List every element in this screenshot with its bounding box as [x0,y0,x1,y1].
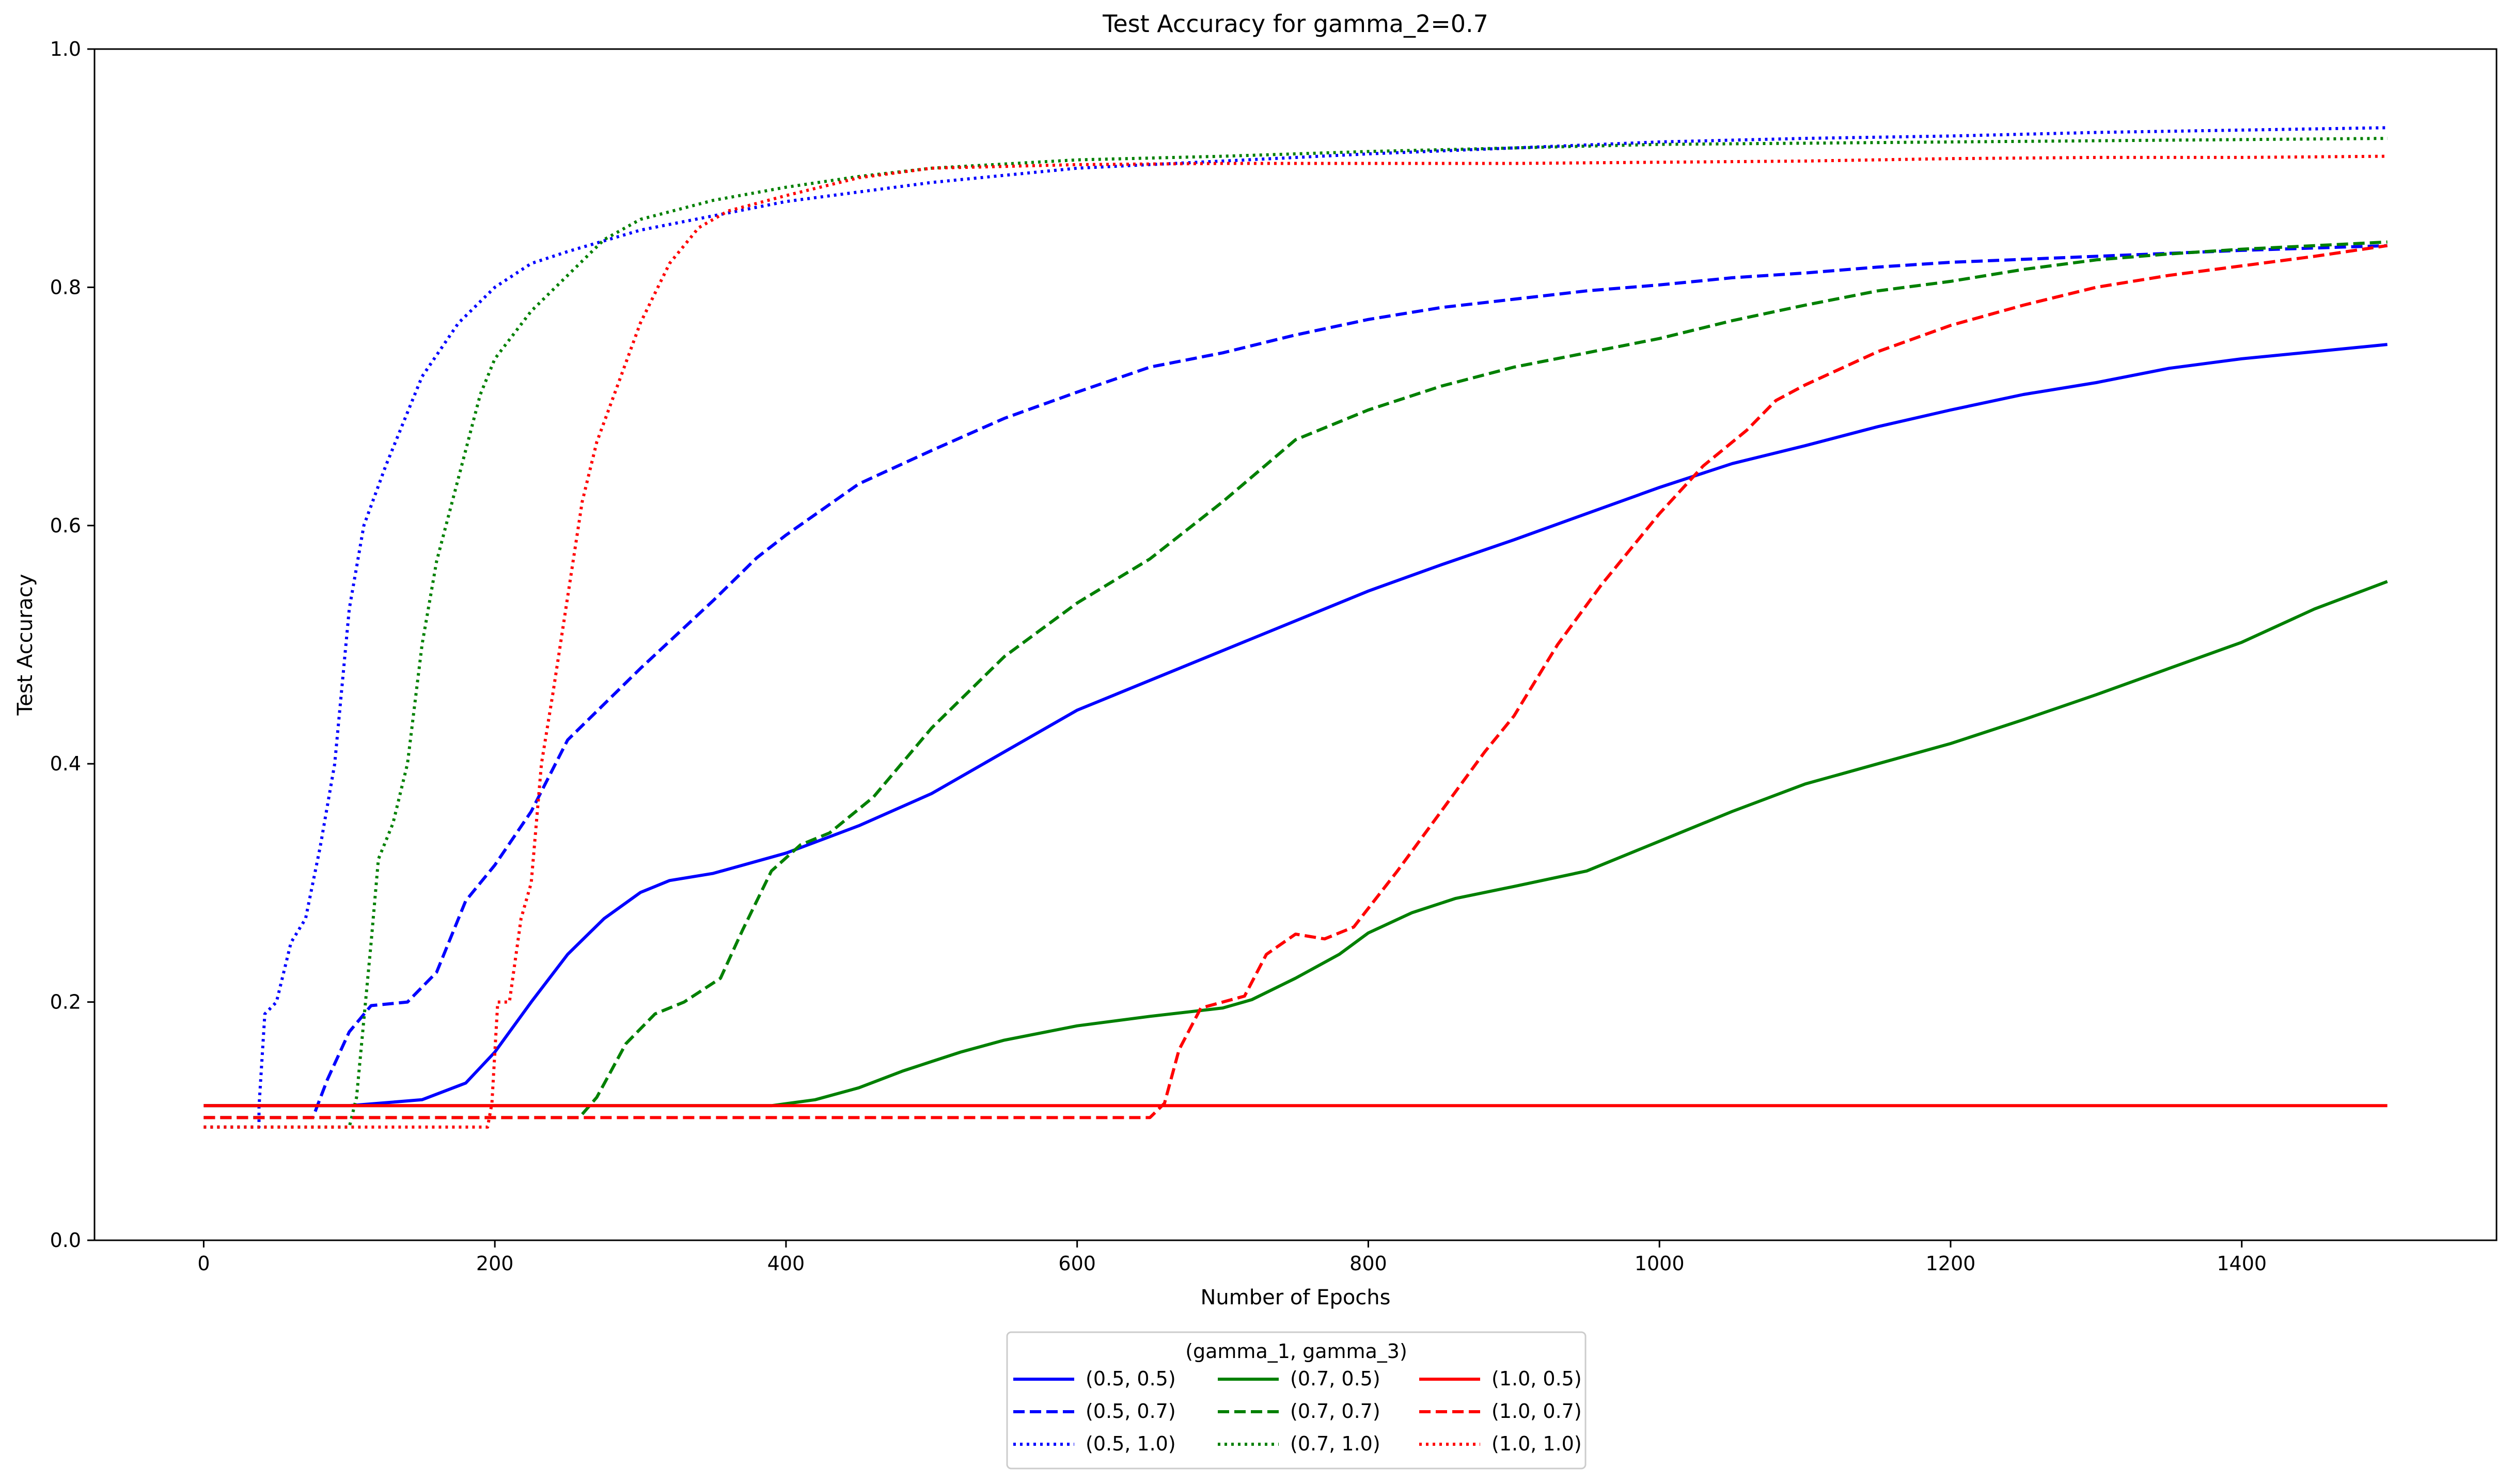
legend-label: (0.5, 0.5) [1086,1367,1176,1390]
y-tick-label: 0.4 [50,752,81,775]
series-line-9 [203,154,2388,1129]
x-tick-label: 400 [767,1252,805,1275]
legend-label: (1.0, 1.0) [1492,1432,1582,1455]
y-tick-label: 0.8 [50,276,81,298]
x-axis: 0 200 400 600 800 1000 1200 1400 [197,1240,2267,1275]
x-axis-label: Number of Epochs [1201,1286,1391,1309]
legend-label: (0.5, 0.7) [1086,1400,1176,1423]
x-tick-label: 1400 [2217,1252,2267,1275]
x-tick-label: 1200 [1926,1252,1976,1275]
x-tick-label: 1000 [1635,1252,1685,1275]
x-tick-label: 800 [1349,1252,1387,1275]
y-tick-label: 0.6 [50,514,81,537]
axes-frame [93,48,2498,1241]
legend-label: (0.7, 0.7) [1290,1400,1380,1423]
series-line-8 [203,244,2388,1119]
x-tick-label: 200 [476,1252,514,1275]
legend-label: (0.7, 0.5) [1290,1367,1380,1390]
legend-label: (0.7, 1.0) [1290,1432,1380,1455]
x-tick-label: 600 [1058,1252,1096,1275]
series-line-1 [203,343,2388,1108]
y-tick-label: 0.0 [50,1229,81,1252]
y-axis: 0.0 0.2 0.4 0.6 0.8 1.0 [50,38,95,1252]
legend: (gamma_1, gamma_3) (0.5, 0.5) (0.5, 0.7) (… [1006,1331,1587,1470]
series-line-2 [203,244,2388,1119]
y-axis-label: Test Accuracy [13,574,37,716]
chart-title: Test Accuracy for gamma_2=0.7 [1102,10,1488,38]
series-line-6 [203,137,2388,1129]
series-line-4 [203,580,2388,1108]
plot-area [93,48,2498,1241]
series-line-5 [203,240,2388,1119]
legend-box [1006,1331,1587,1470]
y-tick-label: 0.2 [50,991,81,1014]
y-tick-label: 1.0 [50,38,81,60]
legend-title: (gamma_1, gamma_3) [1185,1340,1407,1363]
x-tick-label: 0 [197,1252,210,1275]
legend-label: (0.5, 1.0) [1086,1432,1176,1455]
legend-label: (1.0, 0.7) [1492,1400,1582,1423]
legend-label: (1.0, 0.5) [1492,1367,1582,1390]
